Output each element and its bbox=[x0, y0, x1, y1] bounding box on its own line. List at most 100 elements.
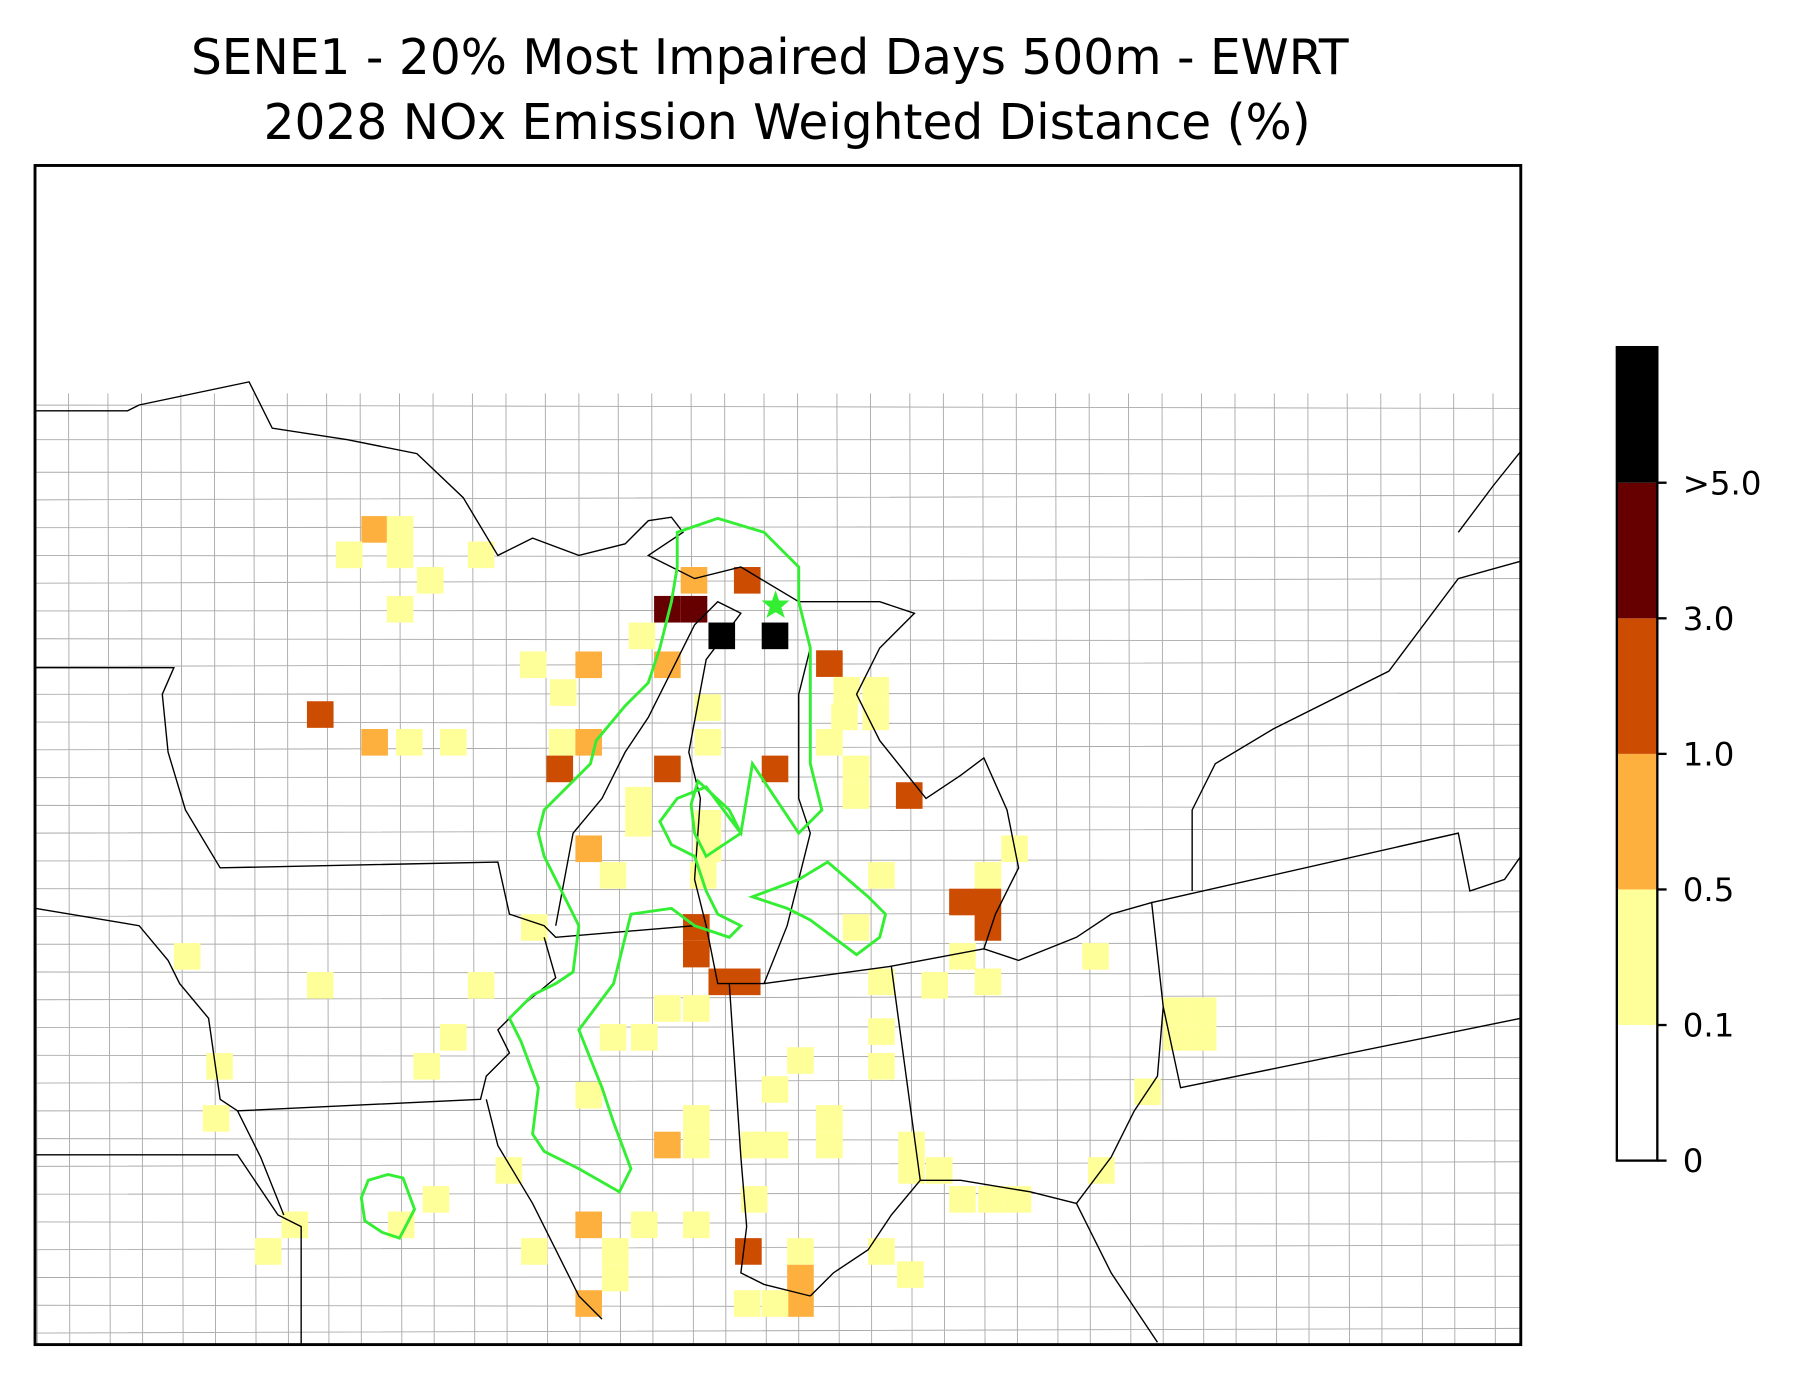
cell bbox=[974, 968, 1002, 996]
cell bbox=[521, 1238, 548, 1265]
cell bbox=[816, 1105, 843, 1132]
cell bbox=[816, 1131, 843, 1159]
colorbar-swatch bbox=[1616, 1025, 1658, 1161]
site-marker bbox=[761, 590, 790, 618]
cell bbox=[733, 968, 761, 996]
cell bbox=[761, 1131, 789, 1159]
cell bbox=[386, 595, 414, 623]
cell bbox=[926, 1157, 953, 1184]
cell bbox=[680, 567, 708, 594]
cell bbox=[787, 1238, 814, 1265]
colorbar: 0 0.1 0.5 1.0 3.0 >5.0 bbox=[1615, 345, 1762, 1180]
cell bbox=[833, 676, 861, 704]
cell bbox=[599, 1024, 627, 1051]
colorbar-swatch bbox=[1616, 889, 1658, 1026]
cell bbox=[599, 862, 627, 889]
map-area bbox=[35, 381, 1521, 1345]
cell bbox=[733, 1290, 761, 1317]
cell bbox=[602, 1238, 629, 1265]
cell bbox=[761, 755, 789, 783]
state-lines bbox=[35, 381, 1521, 1345]
cell bbox=[897, 1261, 924, 1288]
cell bbox=[868, 1018, 895, 1045]
cell bbox=[519, 651, 547, 679]
cell bbox=[628, 622, 656, 650]
cell bbox=[683, 940, 710, 968]
cell bbox=[868, 1238, 895, 1265]
title-line: 2028 NOx Emission Weighted Distance (%) bbox=[264, 95, 1311, 151]
colorbar-label: 0 bbox=[1683, 1142, 1704, 1180]
colorbar-label: 0.5 bbox=[1683, 871, 1735, 909]
cell bbox=[361, 729, 388, 756]
cell bbox=[206, 1053, 233, 1080]
cell bbox=[787, 1047, 814, 1074]
cell bbox=[386, 541, 414, 569]
cell bbox=[654, 755, 681, 783]
cell bbox=[898, 1131, 925, 1159]
cell bbox=[694, 729, 722, 756]
cell bbox=[335, 541, 363, 569]
cell bbox=[575, 729, 603, 756]
cell bbox=[630, 1024, 658, 1051]
cell bbox=[1189, 997, 1217, 1025]
cell bbox=[575, 835, 603, 863]
cell bbox=[396, 729, 423, 756]
cell bbox=[816, 650, 843, 677]
cell bbox=[868, 862, 895, 889]
cell bbox=[281, 1211, 309, 1239]
contour bbox=[359, 516, 888, 1240]
colorbar-label: 3.0 bbox=[1683, 600, 1735, 638]
cell bbox=[842, 914, 870, 941]
cell bbox=[467, 972, 495, 999]
cell bbox=[761, 622, 789, 650]
cell bbox=[654, 1131, 681, 1159]
cell bbox=[708, 968, 736, 996]
cell bbox=[683, 995, 710, 1022]
cell bbox=[949, 888, 976, 916]
cell bbox=[546, 755, 574, 783]
cell bbox=[521, 914, 548, 941]
cell bbox=[921, 972, 948, 999]
cell bbox=[862, 676, 889, 704]
cell bbox=[575, 1081, 603, 1109]
colorbar-swatch bbox=[1616, 753, 1658, 890]
cell bbox=[625, 810, 652, 837]
cell bbox=[306, 701, 334, 728]
cell bbox=[949, 943, 976, 970]
cell bbox=[625, 786, 652, 814]
colorbar-swatch bbox=[1616, 347, 1658, 483]
cell bbox=[575, 651, 603, 679]
cell bbox=[254, 1238, 282, 1265]
cell bbox=[306, 972, 334, 999]
cell bbox=[868, 968, 895, 996]
cell bbox=[1189, 1024, 1217, 1051]
cell bbox=[895, 782, 923, 809]
cell bbox=[831, 703, 858, 731]
colorbar-label: >5.0 bbox=[1683, 464, 1762, 502]
cell bbox=[787, 1290, 814, 1317]
cell bbox=[386, 516, 414, 543]
cell bbox=[974, 862, 1002, 889]
cells bbox=[173, 516, 1217, 1317]
cell bbox=[602, 1264, 629, 1292]
title-line: SENE1 - 20% Most Impaired Days 500m - EW… bbox=[191, 30, 1349, 86]
cell bbox=[440, 1024, 467, 1051]
cell bbox=[467, 541, 495, 569]
colorbar-label: 1.0 bbox=[1683, 735, 1735, 773]
cell bbox=[787, 1264, 814, 1292]
cell bbox=[654, 995, 681, 1022]
colorbar-swatch bbox=[1616, 482, 1658, 619]
cell bbox=[549, 679, 577, 706]
cell bbox=[978, 1186, 1005, 1213]
cell bbox=[949, 1186, 976, 1213]
cell bbox=[683, 1131, 710, 1159]
cell bbox=[422, 1186, 450, 1213]
cell bbox=[868, 1053, 895, 1080]
cell bbox=[761, 1290, 789, 1317]
map-frame bbox=[33, 164, 1523, 1347]
colorbar-label: 0.1 bbox=[1683, 1007, 1735, 1045]
cell bbox=[735, 1238, 762, 1265]
cell bbox=[680, 595, 708, 623]
cell bbox=[630, 1211, 658, 1239]
